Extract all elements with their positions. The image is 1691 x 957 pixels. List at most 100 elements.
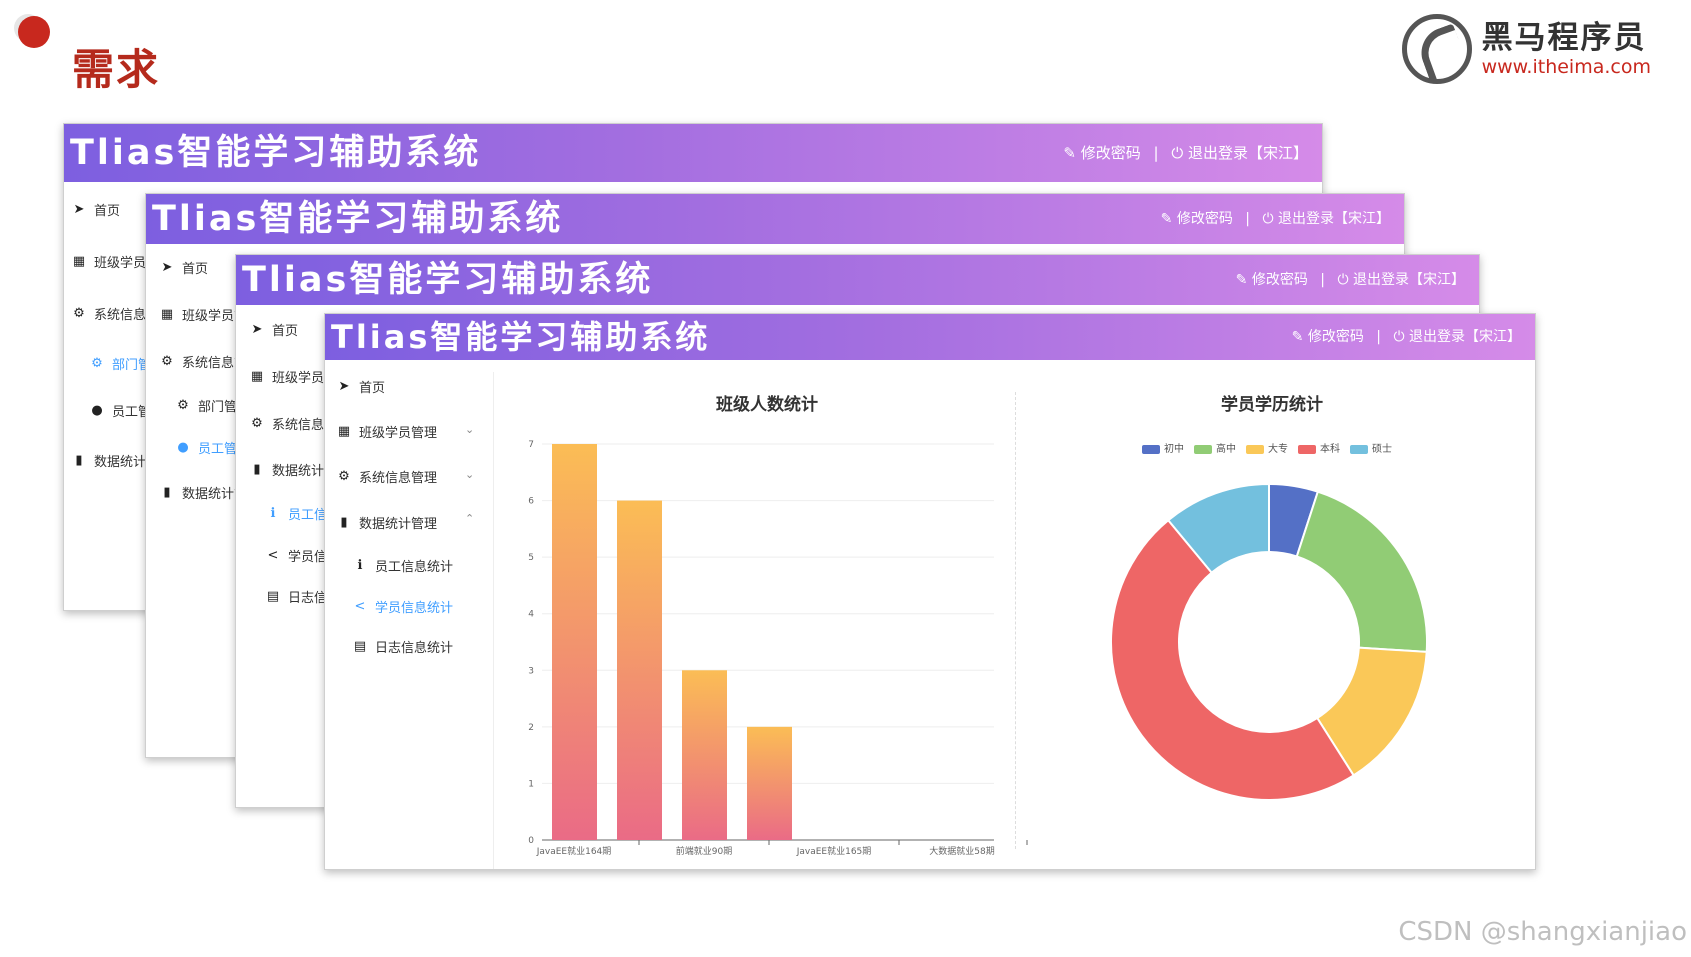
sidebar-item-class[interactable]: ▦ 班级学员管 bbox=[160, 305, 247, 324]
grid-icon: ▦ bbox=[160, 307, 174, 322]
chevron-up-icon[interactable]: ⌃ bbox=[465, 512, 475, 525]
edit-icon: ✎ bbox=[1063, 144, 1076, 162]
sidebar-item-label: 班级学员 bbox=[94, 256, 147, 271]
logo-url: www.itheima.com bbox=[1481, 56, 1651, 78]
sidebar-item-home[interactable]: ➤ 首页 bbox=[250, 320, 298, 339]
edit-icon: ✎ bbox=[1235, 272, 1248, 288]
logout-link[interactable]: 退出登录【宋江】 bbox=[1278, 211, 1390, 227]
separator: | bbox=[1245, 211, 1251, 227]
legend-item[interactable]: 大专 bbox=[1246, 440, 1288, 455]
bar bbox=[747, 726, 792, 840]
power-icon: ⏻ bbox=[1393, 329, 1405, 345]
legend-item[interactable]: 高中 bbox=[1194, 440, 1236, 455]
sidebar-item-label: 数据统计管理 bbox=[359, 517, 438, 532]
app-title: Tlias智能学习辅助系统 bbox=[331, 318, 711, 356]
logout-link[interactable]: 退出登录【宋江】 bbox=[1187, 144, 1308, 162]
sidebar-item-system[interactable]: ⚙ 系统信息管理 bbox=[337, 467, 437, 486]
slide-title: 需求 bbox=[72, 45, 161, 94]
donut-slice bbox=[1110, 518, 1356, 801]
sidebar-item-stats[interactable]: ▮ 数据统计管 bbox=[160, 483, 247, 502]
change-password-link[interactable]: 修改密码 bbox=[1080, 144, 1141, 162]
bar bbox=[682, 670, 727, 840]
sidebar-item-system[interactable]: ⚙ 系统信息 bbox=[72, 304, 146, 323]
separator: | bbox=[1320, 272, 1326, 288]
sidebar-item-dept[interactable]: ⚙ 部门管 bbox=[90, 354, 151, 373]
change-password-link[interactable]: 修改密码 bbox=[1251, 272, 1308, 288]
legend-item[interactable]: 硕士 bbox=[1350, 440, 1392, 455]
sidebar-item-home[interactable]: ➤ 首页 bbox=[337, 377, 385, 396]
bar-chart-icon: ▮ bbox=[340, 515, 348, 530]
logo-name: 黑马程序员 bbox=[1481, 20, 1647, 56]
sidebar-item-stats[interactable]: ▮ 数据统计管理 bbox=[337, 513, 437, 532]
separator: | bbox=[1153, 144, 1159, 162]
sidebar-item-log-stats[interactable]: ▤ 日志信息统计 bbox=[353, 637, 453, 656]
share-icon: < bbox=[354, 599, 366, 614]
sidebar-item-emp-stats[interactable]: ℹ 员工信 bbox=[266, 504, 328, 523]
grid-icon: ▦ bbox=[72, 254, 86, 269]
send-icon: ➤ bbox=[338, 379, 350, 394]
y-tick-label: 5 bbox=[528, 553, 534, 563]
sidebar-item-label: 部门管 bbox=[198, 400, 238, 415]
chevron-down-icon[interactable]: ⌄ bbox=[465, 423, 475, 436]
legend-label: 高中 bbox=[1216, 444, 1236, 455]
sidebar-item-emp[interactable]: ● 员工管 bbox=[90, 401, 151, 420]
header-links: ✎ 修改密码 | ⏻ 退出登录【宋江】 bbox=[1292, 314, 1521, 360]
x-tick-label: JavaEE就业164期 bbox=[536, 845, 612, 857]
change-password-link[interactable]: 修改密码 bbox=[1176, 211, 1233, 227]
logout-link[interactable]: 退出登录【宋江】 bbox=[1409, 329, 1521, 345]
legend-swatch bbox=[1246, 444, 1264, 454]
bar-chart-title: 班级人数统计 bbox=[716, 395, 818, 415]
app-header: Tlias智能学习辅助系统 ✎ 修改密码 | ⏻ 退出登录【宋江】 bbox=[236, 255, 1479, 305]
sidebar-item-dept[interactable]: ⚙ 部门管 bbox=[176, 396, 237, 415]
sidebar-item-stats[interactable]: ▮ 数据统计管 bbox=[250, 460, 337, 479]
legend-item[interactable]: 初中 bbox=[1142, 440, 1184, 455]
change-password-link[interactable]: 修改密码 bbox=[1307, 329, 1364, 345]
sidebar-item-label: 班级学员管 bbox=[182, 309, 248, 324]
sidebar-item-class[interactable]: ▦ 班级学员管理 bbox=[337, 422, 437, 441]
sidebar-item-emp[interactable]: ● 员工管 bbox=[176, 438, 237, 457]
donut-chart bbox=[1110, 482, 1428, 801]
sidebar-item-home[interactable]: ➤ 首页 bbox=[72, 200, 120, 219]
sidebar-item-stu-stats[interactable]: < 学员信息统计 bbox=[353, 597, 453, 616]
sidebar-item-home[interactable]: ➤ 首页 bbox=[160, 258, 208, 277]
x-tick-label: 前端就业90期 bbox=[676, 845, 732, 857]
y-tick-label: 1 bbox=[528, 779, 534, 789]
sidebar-item-class[interactable]: ▦ 班级学员管 bbox=[250, 367, 337, 386]
app-header: Tlias智能学习辅助系统 ✎ 修改密码 | ⏻ 退出登录【宋江】 bbox=[325, 314, 1535, 360]
sidebar-item-label: 班级学员管理 bbox=[359, 426, 438, 441]
sidebar-item-label: 员工管 bbox=[112, 405, 152, 420]
sidebar-item-label: 员工信息统计 bbox=[375, 560, 454, 575]
sidebar-item-stats[interactable]: ▮ 数据统计 bbox=[72, 451, 146, 470]
slide-bullet-dot bbox=[18, 16, 50, 48]
sidebar-item-emp-stats[interactable]: ℹ 员工信息统计 bbox=[353, 556, 454, 575]
sidebar-item-label: 首页 bbox=[182, 262, 209, 277]
bar bbox=[552, 444, 597, 840]
legend-item[interactable]: 本科 bbox=[1298, 440, 1340, 455]
sidebar-item-system[interactable]: ⚙ 系统信息管 bbox=[250, 414, 337, 433]
bar-chart-icon: ▮ bbox=[253, 462, 261, 477]
legend-label: 本科 bbox=[1320, 444, 1340, 455]
document-icon: ▤ bbox=[266, 589, 280, 604]
sidebar-item-label: 首页 bbox=[272, 324, 299, 339]
send-icon: ➤ bbox=[73, 202, 85, 217]
y-tick-label: 4 bbox=[528, 610, 534, 620]
header-links: ✎ 修改密码 | ⏻ 退出登录【宋江】 bbox=[1161, 194, 1390, 244]
x-tick-label: 大数据就业58期 bbox=[929, 845, 994, 857]
app-title: Tlias智能学习辅助系统 bbox=[242, 260, 654, 300]
y-tick-label: 6 bbox=[528, 497, 534, 507]
bar bbox=[617, 500, 662, 840]
sidebar-item-label: 系统信息管 bbox=[272, 418, 338, 433]
sidebar-item-stu-stats[interactable]: < 学员信 bbox=[266, 546, 327, 565]
info-icon: ℹ bbox=[357, 558, 363, 573]
sidebar-menu: ➤ 首页 ▦ 班级学员管 ⚙ 系统信息管 ⚙ 部门管 ● 员工管 ▮ 数据统计管 bbox=[146, 244, 314, 757]
sidebar-item-system[interactable]: ⚙ 系统信息管 bbox=[160, 352, 247, 371]
gear-icon: ⚙ bbox=[251, 416, 263, 431]
sidebar-item-class[interactable]: ▦ 班级学员 bbox=[72, 252, 146, 271]
share-icon: < bbox=[267, 548, 279, 563]
chevron-down-icon[interactable]: ⌄ bbox=[465, 468, 475, 481]
sidebar-item-log-stats[interactable]: ▤ 日志信 bbox=[266, 587, 327, 606]
sidebar-item-label: 系统信息管理 bbox=[359, 471, 438, 486]
logout-link[interactable]: 退出登录【宋江】 bbox=[1353, 272, 1465, 288]
main-content: 班级人数统计 0 1 2 3 4 5 6 7 JavaEE就业164期 前端就业90期 JavaEE… bbox=[493, 372, 1535, 869]
sidebar-item-label: 首页 bbox=[94, 204, 121, 219]
